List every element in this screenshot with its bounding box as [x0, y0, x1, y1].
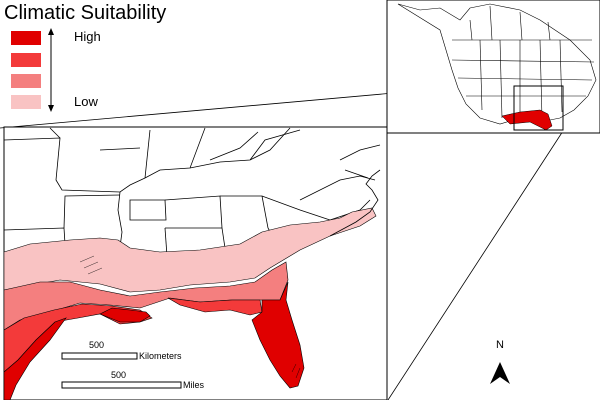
suitability-medium-high-zone: [3, 297, 263, 373]
suitability-high-zone: [3, 281, 305, 400]
scalebar-km-value: 500: [89, 340, 105, 350]
inset-frame: [386, 0, 600, 134]
legend-swatch-medium-high: [11, 53, 41, 67]
inset-boundaries: [397, 3, 597, 125]
legend-low-label: Low: [74, 94, 98, 109]
legend-high-label: High: [74, 29, 101, 44]
legend-swatch-low: [11, 95, 41, 109]
north-arrow: [490, 362, 510, 384]
scalebar-miles: [61, 381, 182, 389]
state-boundaries: [3, 127, 381, 281]
inset-map: [386, 0, 600, 134]
main-map: [3, 126, 388, 400]
zoom-connector-lines: [0, 87, 564, 400]
legend-swatch-medium-low: [11, 74, 41, 88]
suitability-low-zone: [3, 207, 377, 293]
legend-title: Climatic Suitability: [4, 2, 167, 24]
atlantic-coastline: [329, 169, 381, 237]
scalebar-mi-unit: Miles: [183, 380, 205, 390]
inset-extent-box: [513, 85, 564, 131]
water-hatch: [79, 255, 301, 379]
scalebar-mi-value: 500: [111, 370, 127, 380]
scalebar-kilometers: [61, 352, 138, 360]
legend-swatch-high: [11, 31, 41, 45]
north-arrow-label: N: [496, 339, 504, 351]
scalebar-km-unit: Kilometers: [139, 351, 182, 361]
suitability-medium-low-zone: [3, 261, 289, 331]
legend-arrow: [48, 28, 54, 112]
